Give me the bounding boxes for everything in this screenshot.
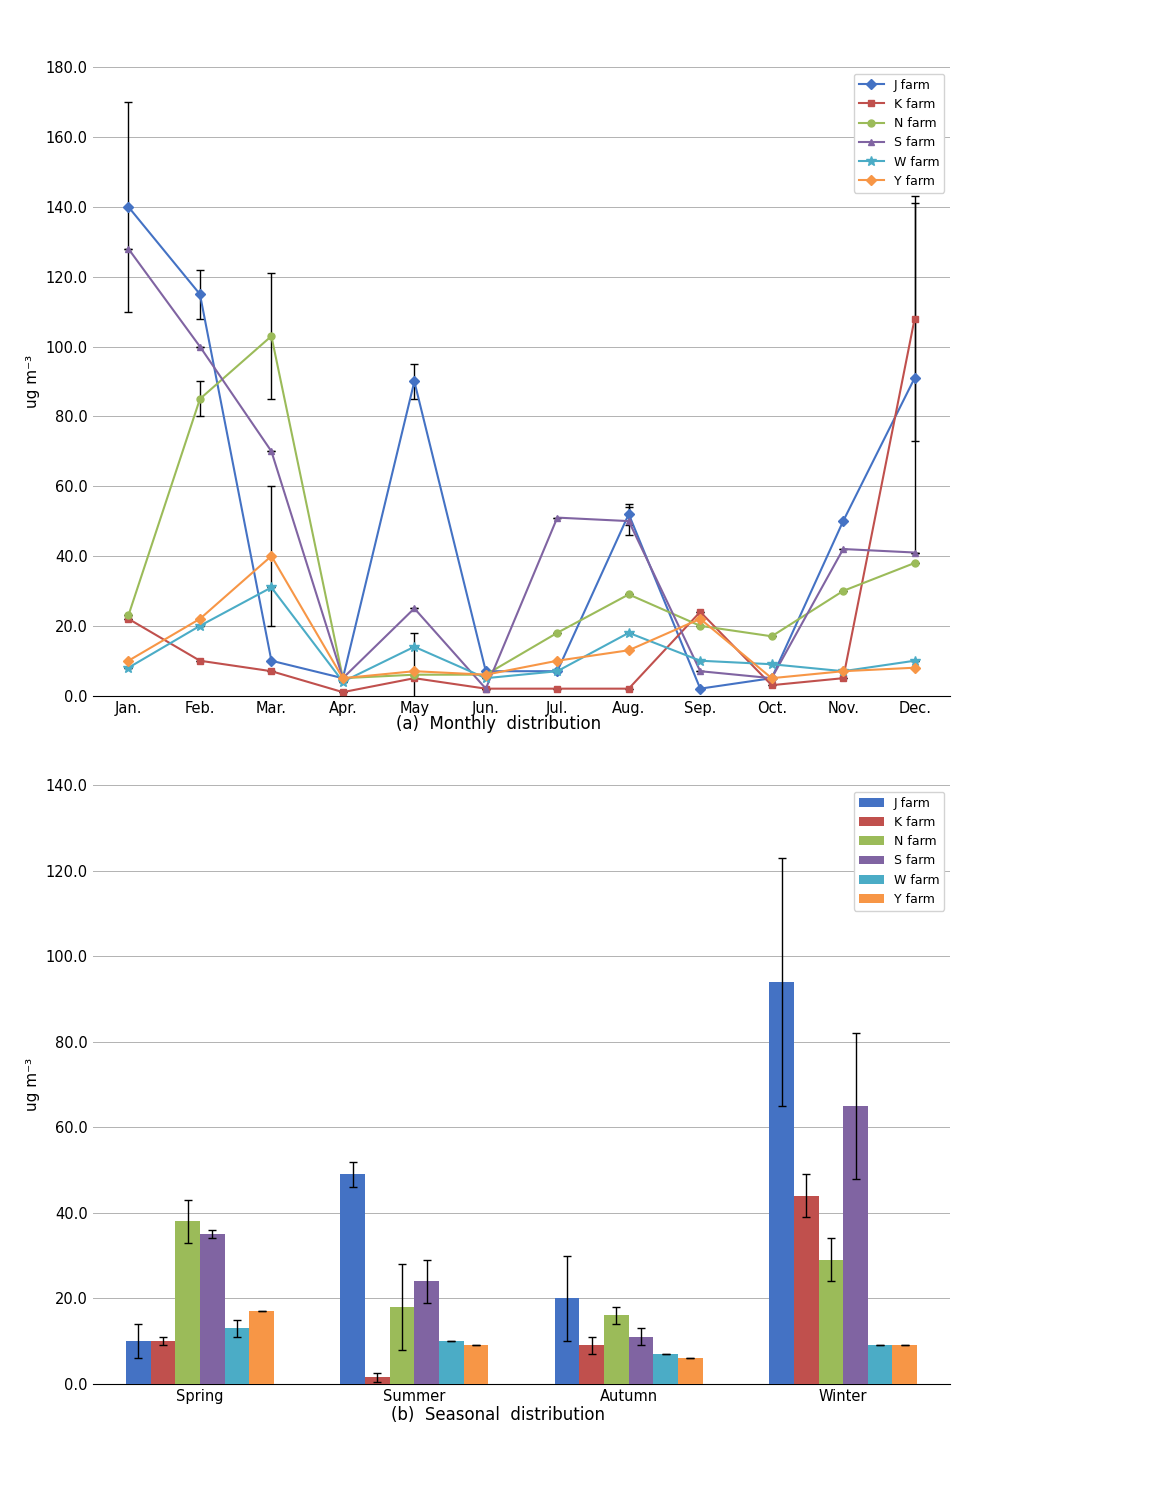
Bar — [464, 1345, 488, 1384]
Bar — [341, 1174, 365, 1384]
Legend: J farm, K farm, N farm, S farm, W farm, Y farm: J farm, K farm, N farm, S farm, W farm, … — [853, 791, 945, 911]
Bar — [844, 1106, 868, 1384]
Bar — [151, 1340, 175, 1384]
Bar — [389, 1308, 415, 1384]
Bar — [818, 1260, 844, 1384]
Bar — [868, 1345, 892, 1384]
Bar — [225, 1328, 249, 1384]
Y-axis label: ug m⁻³: ug m⁻³ — [25, 355, 41, 408]
Bar — [794, 1195, 818, 1384]
Bar — [555, 1299, 580, 1384]
Bar — [892, 1345, 917, 1384]
Bar — [249, 1310, 274, 1384]
Bar — [628, 1337, 654, 1384]
Bar — [126, 1340, 151, 1384]
Bar — [678, 1358, 702, 1384]
Bar — [580, 1345, 604, 1384]
Bar — [654, 1354, 678, 1384]
Bar — [365, 1378, 389, 1384]
Legend: J farm, K farm, N farm, S farm, W farm, Y farm: J farm, K farm, N farm, S farm, W farm, … — [853, 73, 945, 193]
Bar — [770, 981, 794, 1384]
Text: (b)  Seasonal  distribution: (b) Seasonal distribution — [392, 1406, 605, 1424]
Y-axis label: ug m⁻³: ug m⁻³ — [25, 1058, 41, 1112]
Bar — [201, 1234, 225, 1384]
Bar — [604, 1315, 628, 1384]
Bar — [175, 1221, 201, 1384]
Bar — [439, 1340, 464, 1384]
Bar — [415, 1281, 439, 1384]
Text: (a)  Monthly  distribution: (a) Monthly distribution — [396, 715, 600, 733]
